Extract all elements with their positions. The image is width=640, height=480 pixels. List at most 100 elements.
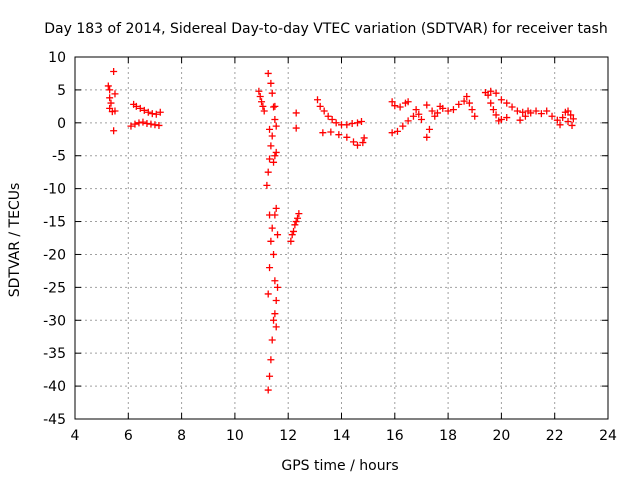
data-point: [260, 107, 268, 115]
data-point: [110, 127, 118, 135]
data-point: [357, 118, 365, 126]
x-tick-label: 10: [226, 428, 244, 444]
data-point: [508, 103, 516, 111]
data-point: [492, 89, 500, 97]
data-point: [564, 107, 572, 115]
data-point: [328, 116, 336, 124]
data-point: [272, 148, 280, 156]
grid-lines: [75, 57, 608, 419]
data-point: [449, 106, 457, 114]
data-point: [513, 107, 521, 115]
data-point: [444, 107, 452, 115]
x-tick-label: 22: [546, 428, 564, 444]
data-point: [503, 114, 511, 122]
data-point: [267, 79, 275, 87]
x-tick-label: 8: [177, 428, 186, 444]
y-tick-label: -40: [43, 379, 66, 395]
data-point: [391, 102, 399, 110]
data-point: [415, 110, 423, 118]
data-point: [268, 132, 276, 140]
data-point: [271, 310, 279, 318]
data-point: [270, 316, 278, 324]
y-tick-label: -15: [43, 215, 66, 231]
data-point: [360, 134, 368, 142]
data-point: [272, 122, 280, 130]
data-point: [111, 90, 119, 98]
data-point: [353, 141, 361, 149]
data-point: [271, 116, 279, 124]
data-point: [497, 116, 505, 124]
data-point: [268, 224, 276, 232]
data-point: [107, 99, 115, 107]
data-point: [144, 108, 152, 116]
data-point: [291, 221, 299, 229]
data-point: [127, 122, 135, 130]
data-point: [111, 107, 119, 115]
data-point: [359, 139, 367, 147]
data-point: [516, 116, 524, 124]
data-point: [268, 89, 276, 97]
y-tick-label: -30: [43, 313, 66, 329]
data-point: [156, 108, 164, 116]
x-tick-label: 20: [492, 428, 510, 444]
data-point: [256, 92, 264, 100]
data-point: [104, 82, 112, 90]
data-point: [537, 110, 545, 118]
data-point: [106, 94, 114, 102]
data-point: [270, 158, 278, 166]
data-point: [492, 111, 500, 119]
data-point: [428, 107, 436, 115]
data-point: [489, 106, 497, 114]
data-point: [264, 69, 272, 77]
y-tick-label: -25: [43, 280, 66, 296]
data-point: [465, 99, 473, 107]
data-point: [569, 115, 577, 123]
data-point: [147, 120, 155, 128]
data-point: [503, 99, 511, 107]
data-point: [399, 122, 407, 130]
axis-ticks: 4 6 8 10 12 14 16 18 20 22 24 10 5 0 -5 -10 -15 -20 -25 -30…: [43, 50, 617, 444]
data-point: [319, 129, 327, 137]
data-point: [404, 117, 412, 125]
data-point: [110, 67, 118, 75]
data-point: [388, 129, 396, 137]
data-point: [271, 152, 279, 160]
y-tick-label: 5: [57, 83, 66, 99]
data-point: [131, 120, 139, 128]
data-point: [349, 138, 357, 146]
data-points: [104, 67, 577, 394]
data-point: [272, 297, 280, 305]
data-point: [264, 290, 272, 298]
data-point: [343, 133, 351, 141]
data-point: [266, 125, 274, 133]
data-point: [271, 211, 279, 219]
data-point: [314, 96, 322, 104]
x-tick-label: 4: [71, 428, 80, 444]
data-point: [274, 231, 282, 239]
data-point: [148, 110, 156, 118]
x-tick-label: 24: [599, 428, 617, 444]
data-point: [263, 181, 271, 189]
x-tick-label: 12: [279, 428, 297, 444]
data-point: [267, 237, 275, 245]
y-axis-label: SDTVAR / TECUs: [7, 183, 23, 298]
data-point: [548, 112, 556, 120]
data-point: [343, 121, 351, 129]
data-point: [433, 109, 441, 117]
data-point: [290, 227, 298, 235]
data-point: [439, 104, 447, 112]
data-point: [292, 109, 300, 117]
data-point: [259, 102, 267, 110]
data-point: [271, 102, 279, 110]
data-point: [568, 121, 576, 129]
data-point: [393, 127, 401, 135]
data-point: [270, 250, 278, 258]
data-point: [335, 131, 343, 139]
data-point: [484, 91, 492, 99]
data-point: [267, 356, 275, 364]
data-point: [556, 121, 564, 129]
data-point: [316, 102, 324, 110]
data-point: [487, 99, 495, 107]
data-point: [267, 142, 275, 150]
data-point: [266, 155, 274, 163]
